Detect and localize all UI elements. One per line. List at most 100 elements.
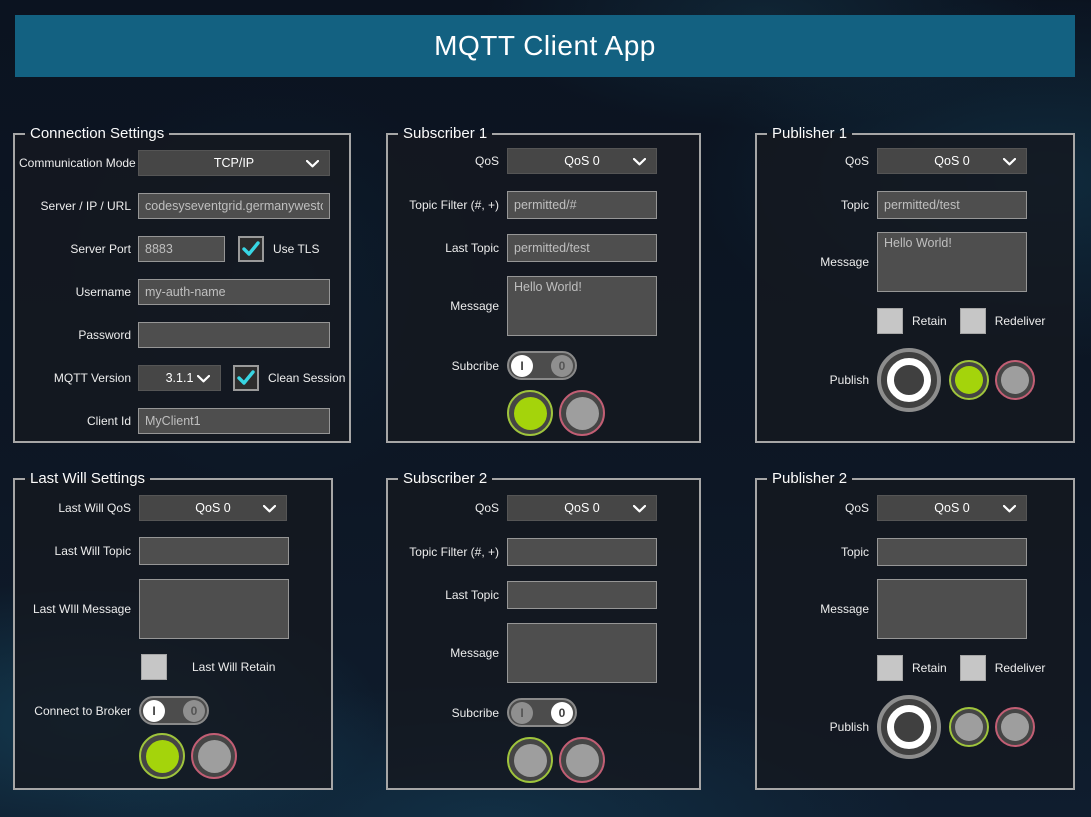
broker-error-led — [191, 733, 237, 779]
qos-label: QoS — [844, 154, 869, 168]
subscriber-1-title: Subscriber 1 — [403, 125, 488, 142]
publisher2-topic-input[interactable] — [877, 538, 1027, 566]
qos-value: QoS 0 — [564, 154, 600, 168]
chevron-down-icon — [306, 160, 319, 168]
toggle-on-knob: I — [143, 699, 165, 722]
panel-subscriber-2: Subscriber 2 QoS QoS 0 Topic Filter (#, … — [386, 470, 701, 790]
publish-label: Publish — [829, 373, 869, 387]
publisher2-qos-dropdown[interactable]: QoS 0 — [877, 495, 1027, 521]
panel-connection-settings: Connection Settings Communication Mode T… — [13, 125, 352, 443]
subscriber2-qos-dropdown[interactable]: QoS 0 — [507, 495, 657, 521]
publisher-2-title: Publisher 2 — [772, 470, 848, 487]
subscriber2-last-topic-input[interactable] — [507, 581, 657, 609]
last-will-qos-dropdown[interactable]: QoS 0 — [139, 495, 287, 521]
toggle-on-knob: I — [511, 354, 533, 377]
chevron-down-icon — [633, 158, 646, 166]
publish-button-ring — [887, 358, 931, 402]
toggle-off-knob: 0 — [551, 701, 573, 724]
app-title: MQTT Client App — [434, 30, 656, 61]
use-tls-checkbox[interactable] — [238, 236, 264, 262]
client-id-input[interactable] — [138, 408, 330, 434]
toggle-on-knob: I — [511, 701, 533, 724]
message-label: Message — [820, 255, 869, 269]
last-will-topic-label: Last Will Topic — [54, 544, 131, 558]
publisher1-success-led — [949, 360, 989, 400]
topic-label: Topic — [840, 198, 869, 212]
publisher-1-title: Publisher 1 — [772, 125, 848, 142]
username-input[interactable] — [138, 279, 330, 305]
subscriber-2-title: Subscriber 2 — [403, 470, 488, 487]
publisher1-redeliver-checkbox[interactable] — [959, 308, 986, 334]
mqtt-version-value: 3.1.1 — [165, 371, 194, 385]
client-id-label: Client Id — [86, 414, 131, 428]
toggle-off-knob: 0 — [183, 699, 205, 722]
qos-value: QoS 0 — [564, 501, 600, 515]
last-will-topic-input[interactable] — [139, 537, 289, 565]
qos-label: QoS — [844, 501, 869, 515]
clean-session-checkbox[interactable] — [233, 365, 259, 391]
password-input[interactable] — [138, 322, 330, 348]
mqtt-version-dropdown[interactable]: 3.1.1 — [138, 365, 221, 391]
subscriber1-subscribe-toggle[interactable]: I 0 — [507, 351, 577, 380]
password-label: Password — [78, 328, 131, 342]
toggle-off-knob: 0 — [551, 354, 573, 377]
qos-value: QoS 0 — [934, 501, 970, 515]
chevron-down-icon — [633, 505, 646, 513]
topic-filter-label: Topic Filter (#, +) — [409, 198, 499, 212]
subscriber2-topic-filter-input[interactable] — [507, 538, 657, 566]
communication-mode-dropdown[interactable]: TCP/IP — [138, 150, 330, 176]
topic-filter-label: Topic Filter (#, +) — [409, 545, 499, 559]
publisher1-qos-dropdown[interactable]: QoS 0 — [877, 148, 1027, 174]
subscriber2-message-textarea[interactable] — [507, 623, 657, 683]
subscriber1-message-textarea[interactable]: Hello World! — [507, 276, 657, 336]
chevron-down-icon — [1003, 158, 1016, 166]
topic-label: Topic — [840, 545, 869, 559]
message-label: Message — [450, 646, 499, 660]
publisher2-error-led — [995, 707, 1035, 747]
publisher1-message-textarea[interactable]: Hello World! — [877, 232, 1027, 292]
qos-value: QoS 0 — [195, 501, 231, 515]
subscriber1-qos-dropdown[interactable]: QoS 0 — [507, 148, 657, 174]
use-tls-label: Use TLS — [273, 242, 320, 256]
subscriber1-last-topic-input[interactable] — [507, 234, 657, 262]
publisher2-retain-checkbox[interactable] — [877, 655, 903, 681]
publish-button-ring — [887, 705, 931, 749]
subscriber2-subscribe-toggle[interactable]: I 0 — [507, 698, 577, 727]
subscriber1-active-led — [507, 390, 553, 436]
qos-label: QoS — [474, 154, 499, 168]
last-will-message-textarea[interactable] — [139, 579, 289, 639]
broker-connected-led — [139, 733, 185, 779]
publisher2-publish-button[interactable] — [877, 695, 941, 759]
server-label: Server / IP / URL — [40, 199, 131, 213]
subscribe-label: Subcribe — [451, 358, 499, 373]
publisher1-publish-button[interactable] — [877, 348, 941, 412]
publisher2-redeliver-checkbox[interactable] — [959, 655, 986, 681]
chevron-down-icon — [263, 505, 276, 513]
check-icon — [242, 241, 260, 256]
connect-to-broker-toggle[interactable]: I 0 — [139, 696, 209, 725]
mqtt-version-label: MQTT Version — [53, 371, 131, 385]
username-label: Username — [75, 285, 131, 299]
publisher1-topic-input[interactable] — [877, 191, 1027, 219]
qos-label: QoS — [474, 501, 499, 515]
chevron-down-icon — [1003, 505, 1016, 513]
chevron-down-icon — [197, 375, 210, 383]
subscribe-label: Subcribe — [451, 705, 499, 720]
subscriber1-topic-filter-input[interactable] — [507, 191, 657, 219]
publisher1-retain-checkbox[interactable] — [877, 308, 903, 334]
redeliver-label: Redeliver — [994, 314, 1046, 328]
server-port-input[interactable] — [138, 236, 225, 262]
subscriber2-error-led — [559, 737, 605, 783]
communication-mode-label: Communication Mode — [19, 156, 136, 170]
retain-label: Retain — [912, 314, 947, 328]
message-label: Message — [820, 602, 869, 616]
last-will-retain-checkbox[interactable] — [141, 654, 167, 680]
server-input[interactable] — [138, 193, 330, 219]
communication-mode-value: TCP/IP — [213, 156, 255, 170]
publisher2-message-textarea[interactable] — [877, 579, 1027, 639]
panel-subscriber-1: Subscriber 1 QoS QoS 0 Topic Filter (#, … — [386, 125, 701, 443]
last-will-settings-title: Last Will Settings — [30, 470, 146, 487]
message-label: Message — [450, 299, 499, 313]
last-will-message-label: Last WIll Message — [32, 602, 131, 616]
last-will-qos-label: Last Will QoS — [58, 501, 131, 515]
